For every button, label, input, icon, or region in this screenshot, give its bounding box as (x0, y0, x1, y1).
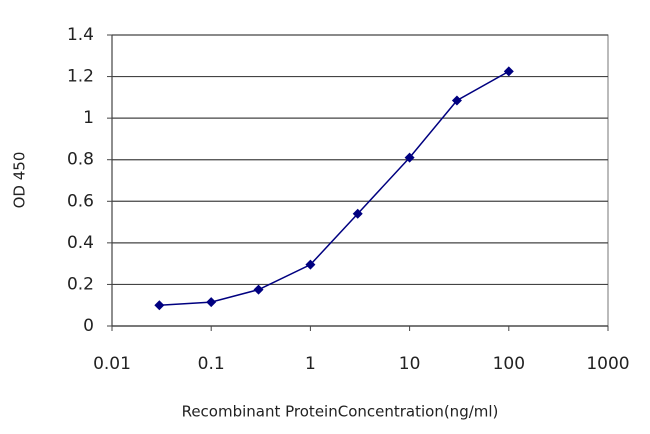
x-axis-label: Recombinant ProteinConcentration(ng/ml) (182, 403, 499, 421)
data-point (154, 300, 165, 311)
x-tick-label: 1000 (586, 354, 629, 374)
x-tick-label: 0.1 (198, 354, 225, 374)
data-point (305, 259, 316, 270)
y-tick-label: 0.4 (67, 233, 94, 253)
data-point (451, 95, 462, 106)
data-point (253, 284, 264, 295)
data-point (206, 297, 217, 308)
y-tick-label: 0.8 (67, 150, 94, 170)
y-tick-label: 1.4 (67, 25, 94, 45)
y-tick-label: 0.6 (67, 191, 94, 211)
data-line (159, 70, 510, 306)
y-tick-label: 0 (83, 316, 94, 336)
plot-area (111, 34, 609, 327)
y-tick-label: 1 (83, 108, 94, 128)
y-axis-label: OD 450 (11, 152, 29, 209)
x-tick-label: 10 (399, 354, 421, 374)
x-tick-label: 100 (493, 354, 525, 374)
x-tick-label: 0.01 (93, 354, 131, 374)
y-tick-label: 1.2 (67, 67, 94, 87)
data-point (404, 152, 415, 163)
y-tick-label: 0.2 (67, 274, 94, 294)
data-point (352, 208, 363, 219)
data-point (503, 66, 514, 77)
x-tick-label: 1 (305, 354, 316, 374)
